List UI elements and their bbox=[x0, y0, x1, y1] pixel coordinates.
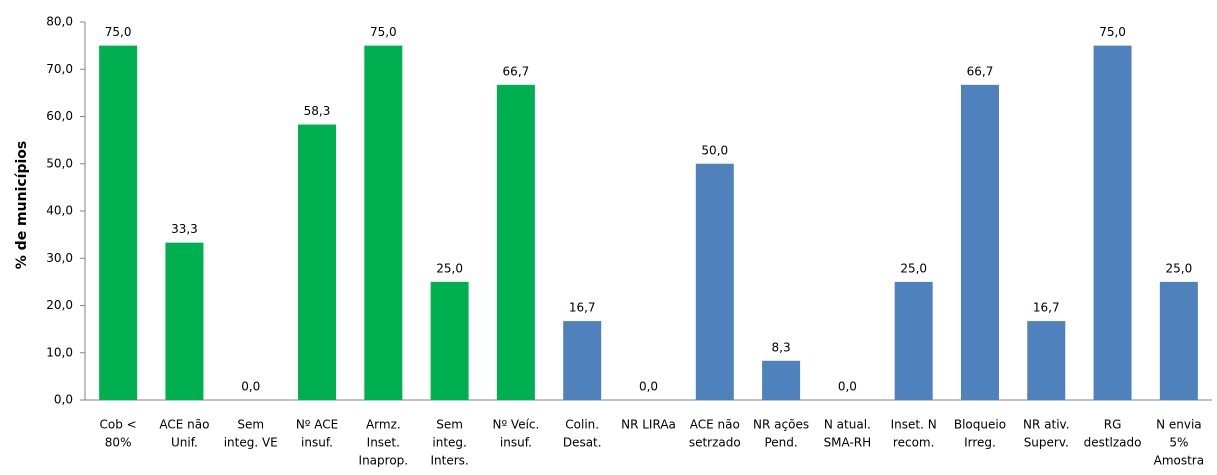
x-tick-label: integ. bbox=[432, 436, 466, 450]
bar bbox=[695, 163, 734, 400]
value-label: 66,7 bbox=[503, 64, 530, 78]
x-tick-label: recom. bbox=[893, 436, 935, 450]
value-label: 75,0 bbox=[370, 25, 397, 39]
y-tick-label: 70,0 bbox=[46, 62, 73, 76]
x-tick-label: Inaprop. bbox=[359, 454, 409, 468]
value-label: 8,3 bbox=[772, 340, 791, 354]
x-tick-label: Cob < bbox=[100, 418, 137, 432]
x-tick-label: ACE não bbox=[159, 418, 209, 432]
x-tick-label: Inset. bbox=[367, 436, 400, 450]
x-tick-label: insuf. bbox=[500, 436, 532, 450]
x-tick-label: Irreg. bbox=[964, 436, 996, 450]
x-tick-label: Superv. bbox=[1024, 436, 1069, 450]
x-tick-label: NR ativ. bbox=[1023, 418, 1070, 432]
x-tick-label: integ. VE bbox=[224, 436, 278, 450]
x-tick-label: Nº ACE bbox=[296, 418, 338, 432]
x-tick-label: RG bbox=[1104, 418, 1122, 432]
y-tick-label: 40,0 bbox=[46, 204, 73, 218]
bar bbox=[1027, 321, 1066, 400]
bar bbox=[165, 242, 204, 400]
bar bbox=[364, 45, 403, 400]
x-tick-label: Armz. bbox=[366, 418, 401, 432]
value-label: 25,0 bbox=[436, 261, 463, 275]
y-tick-label: 10,0 bbox=[46, 345, 73, 359]
x-tick-label: NR LIRAa bbox=[621, 418, 676, 432]
x-tick-label: N envia bbox=[1156, 418, 1202, 432]
value-label: 33,3 bbox=[171, 222, 198, 236]
y-tick-label: 20,0 bbox=[46, 298, 73, 312]
bar bbox=[563, 321, 602, 400]
bar bbox=[99, 45, 138, 400]
x-tick-label: Colin. bbox=[565, 418, 599, 432]
bar bbox=[894, 281, 933, 400]
y-tick-label: 50,0 bbox=[46, 156, 73, 170]
value-label: 25,0 bbox=[900, 261, 927, 275]
x-tick-label: setrzado bbox=[689, 436, 741, 450]
bar bbox=[1159, 281, 1198, 400]
x-tick-label: destlzado bbox=[1084, 436, 1142, 450]
x-tick-label: ACE não bbox=[690, 418, 740, 432]
x-tick-label: Bloqueio bbox=[954, 418, 1006, 432]
value-label: 50,0 bbox=[701, 143, 728, 157]
value-label: 75,0 bbox=[105, 25, 132, 39]
bar bbox=[762, 360, 801, 400]
y-tick-label: 30,0 bbox=[46, 251, 73, 265]
x-tick-label: NR ações bbox=[753, 418, 809, 432]
x-tick-label: N atual. bbox=[824, 418, 871, 432]
y-axis-label: % de municípios bbox=[14, 141, 30, 269]
bar bbox=[960, 84, 999, 400]
x-tick-label: Inters. bbox=[431, 454, 469, 468]
bar bbox=[430, 281, 469, 400]
x-tick-label: 5% bbox=[1169, 436, 1188, 450]
x-tick-label: 80% bbox=[105, 436, 132, 450]
x-tick-label: Unif. bbox=[171, 436, 198, 450]
x-tick-label: Inset. N bbox=[891, 418, 937, 432]
x-tick-label: Sem bbox=[436, 418, 463, 432]
y-tick-label: 60,0 bbox=[46, 109, 73, 123]
x-tick-label: insuf. bbox=[301, 436, 333, 450]
value-label: 25,0 bbox=[1165, 261, 1192, 275]
value-label: 0,0 bbox=[241, 380, 260, 394]
x-tick-label: Sem bbox=[237, 418, 264, 432]
x-tick-label: Pend. bbox=[764, 436, 797, 450]
value-label: 16,7 bbox=[1033, 301, 1060, 315]
y-tick-label: 80,0 bbox=[46, 15, 73, 29]
y-tick-label: 0,0 bbox=[54, 393, 73, 407]
x-tick-label: Nº Veíc. bbox=[492, 418, 539, 432]
x-tick-label: SMA-RH bbox=[824, 436, 872, 450]
value-label: 58,3 bbox=[304, 104, 331, 118]
value-label: 16,7 bbox=[569, 301, 596, 315]
bar bbox=[496, 84, 535, 400]
x-tick-label: Amostra bbox=[1154, 454, 1204, 468]
value-label: 0,0 bbox=[639, 380, 658, 394]
bar bbox=[1093, 45, 1132, 400]
value-label: 0,0 bbox=[838, 380, 857, 394]
x-tick-label: Desat. bbox=[563, 436, 602, 450]
value-label: 75,0 bbox=[1099, 25, 1126, 39]
bar bbox=[298, 124, 337, 400]
value-label: 66,7 bbox=[967, 64, 994, 78]
